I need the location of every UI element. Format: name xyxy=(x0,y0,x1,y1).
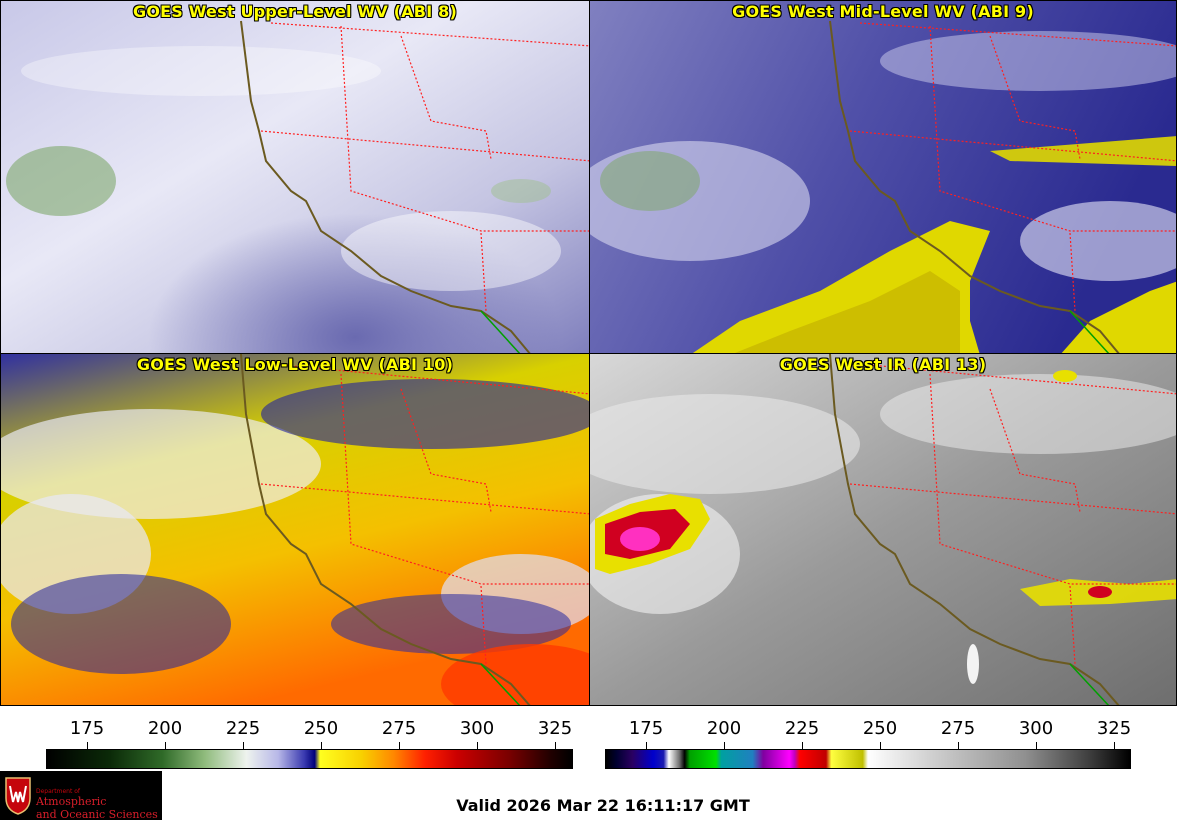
logo-line2: and Oceanic Sciences xyxy=(36,808,158,821)
upper-level-wv-panel: GOES West Upper-Level WV (ABI 8) xyxy=(0,0,590,354)
tick-label: 175 xyxy=(628,718,664,739)
mid-level-wv-panel: GOES West Mid-Level WV (ABI 9) xyxy=(589,0,1177,354)
mid-level-wv-image xyxy=(590,1,1176,353)
wv-colorbar xyxy=(46,749,573,769)
panel-title: GOES West IR (ABI 13) xyxy=(779,355,987,374)
tick-mark xyxy=(555,742,556,750)
tick-mark xyxy=(1036,742,1037,750)
ir-image xyxy=(590,354,1176,705)
low-level-wv-image xyxy=(1,354,589,705)
logo-line1: Atmospheric xyxy=(36,795,107,808)
tick-mark xyxy=(87,742,88,750)
tick-mark xyxy=(1114,742,1115,750)
tick-label: 200 xyxy=(706,718,742,739)
panel-title: GOES West Low-Level WV (ABI 10) xyxy=(136,355,454,374)
tick-label: 275 xyxy=(381,718,417,739)
tick-label: 250 xyxy=(862,718,898,739)
tick-mark xyxy=(958,742,959,750)
tick-mark xyxy=(802,742,803,750)
tick-label: 300 xyxy=(459,718,495,739)
tick-label: 200 xyxy=(147,718,183,739)
panel-title: GOES West Mid-Level WV (ABI 9) xyxy=(732,2,1034,21)
panel-title: GOES West Upper-Level WV (ABI 8) xyxy=(133,2,457,21)
tick-mark xyxy=(880,742,881,750)
tick-mark xyxy=(724,742,725,750)
tick-label: 175 xyxy=(69,718,105,739)
tick-mark xyxy=(165,742,166,750)
tick-mark xyxy=(243,742,244,750)
tick-mark xyxy=(399,742,400,750)
tick-mark xyxy=(477,742,478,750)
uw-crest-icon xyxy=(5,777,31,815)
tick-mark xyxy=(321,742,322,750)
tick-label: 225 xyxy=(225,718,261,739)
tick-label: 225 xyxy=(784,718,820,739)
aos-logo[interactable]: Department of Atmospheric and Oceanic Sc… xyxy=(0,771,162,821)
tick-label: 275 xyxy=(940,718,976,739)
tick-label: 250 xyxy=(303,718,339,739)
tick-label: 300 xyxy=(1018,718,1054,739)
tick-mark xyxy=(646,742,647,750)
low-level-wv-panel: GOES West Low-Level WV (ABI 10) xyxy=(0,353,590,706)
ir-colorbar xyxy=(605,749,1131,769)
tick-label: 325 xyxy=(1096,718,1132,739)
logo-department-text: Department of xyxy=(36,788,80,795)
tick-label: 325 xyxy=(537,718,573,739)
valid-time: Valid 2026 Mar 22 16:11:17 GMT xyxy=(456,796,750,815)
ir-panel: GOES West IR (ABI 13) xyxy=(589,353,1177,706)
upper-level-wv-image xyxy=(1,1,589,353)
